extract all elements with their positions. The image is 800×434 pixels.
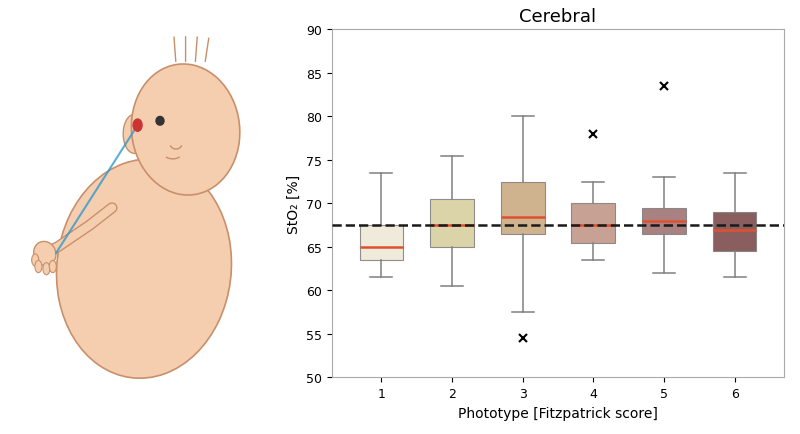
Ellipse shape — [156, 117, 164, 126]
PathPatch shape — [359, 226, 403, 260]
Ellipse shape — [50, 261, 56, 273]
PathPatch shape — [571, 204, 615, 243]
Ellipse shape — [43, 263, 50, 275]
PathPatch shape — [501, 182, 545, 234]
Ellipse shape — [123, 115, 146, 154]
Title: Cerebral: Cerebral — [519, 8, 597, 26]
Ellipse shape — [131, 65, 240, 196]
Y-axis label: StO₂ [%]: StO₂ [%] — [286, 174, 301, 233]
PathPatch shape — [713, 213, 757, 252]
Ellipse shape — [34, 242, 56, 266]
Ellipse shape — [133, 120, 142, 132]
Ellipse shape — [32, 254, 38, 266]
PathPatch shape — [642, 208, 686, 234]
Ellipse shape — [57, 160, 231, 378]
PathPatch shape — [430, 200, 474, 247]
Ellipse shape — [35, 261, 42, 273]
X-axis label: Phototype [Fitzpatrick score]: Phototype [Fitzpatrick score] — [458, 406, 658, 420]
